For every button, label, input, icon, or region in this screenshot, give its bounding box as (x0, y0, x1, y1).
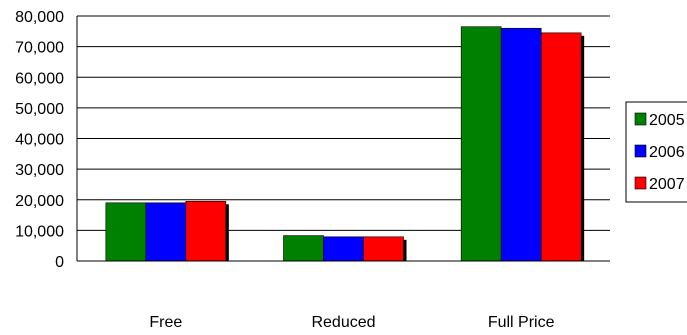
y-tick-label: 40,000 (15, 132, 64, 149)
legend-label-2006: 2006 (649, 144, 685, 161)
x-category-label: Reduced (311, 314, 375, 331)
bar-2006-free (145, 202, 187, 262)
y-tick-label: 30,000 (15, 162, 64, 179)
x-category-label: Full Price (488, 314, 555, 331)
bar-2007-free (185, 200, 227, 262)
bar-shadow (581, 35, 585, 261)
legend-label-2005: 2005 (649, 112, 685, 129)
y-tick-label: 70,000 (15, 40, 64, 57)
y-tick-label: 80,000 (15, 9, 64, 26)
bar-2007-reduced (363, 236, 404, 262)
legend: 2005 2006 2007 (625, 101, 687, 203)
axes (76, 16, 610, 262)
bar-shadow (225, 204, 229, 261)
x-category-label: Free (149, 314, 182, 331)
bar-2007-full-price (540, 32, 582, 262)
bar-shadow (403, 239, 407, 261)
bar-2005-full-price (460, 26, 502, 262)
gridlines (77, 15, 610, 231)
y-tick-label: 10,000 (15, 223, 64, 240)
y-tick-label: 50,000 (15, 101, 64, 118)
bar-2006-full-price (500, 27, 542, 262)
legend-swatch-2006 (634, 144, 647, 158)
legend-swatch-2007 (634, 176, 647, 190)
legend-swatch-2005 (634, 112, 647, 126)
y-tick-label: 0 (55, 254, 64, 271)
y-tick-label: 60,000 (15, 70, 64, 87)
y-axis-tick-labels: 0 10,000 20,000 30,000 40,000 50,000 60,000 70,… (15, 9, 64, 271)
bar-2006-reduced (323, 236, 364, 262)
y-tick-label: 20,000 (15, 193, 64, 210)
bar-2005-free (105, 202, 147, 262)
legend-label-2007: 2007 (649, 176, 685, 193)
bar-2005-reduced (283, 235, 324, 262)
x-axis-category-labels: Free Reduced Full Price (149, 314, 554, 331)
bars (105, 26, 585, 262)
